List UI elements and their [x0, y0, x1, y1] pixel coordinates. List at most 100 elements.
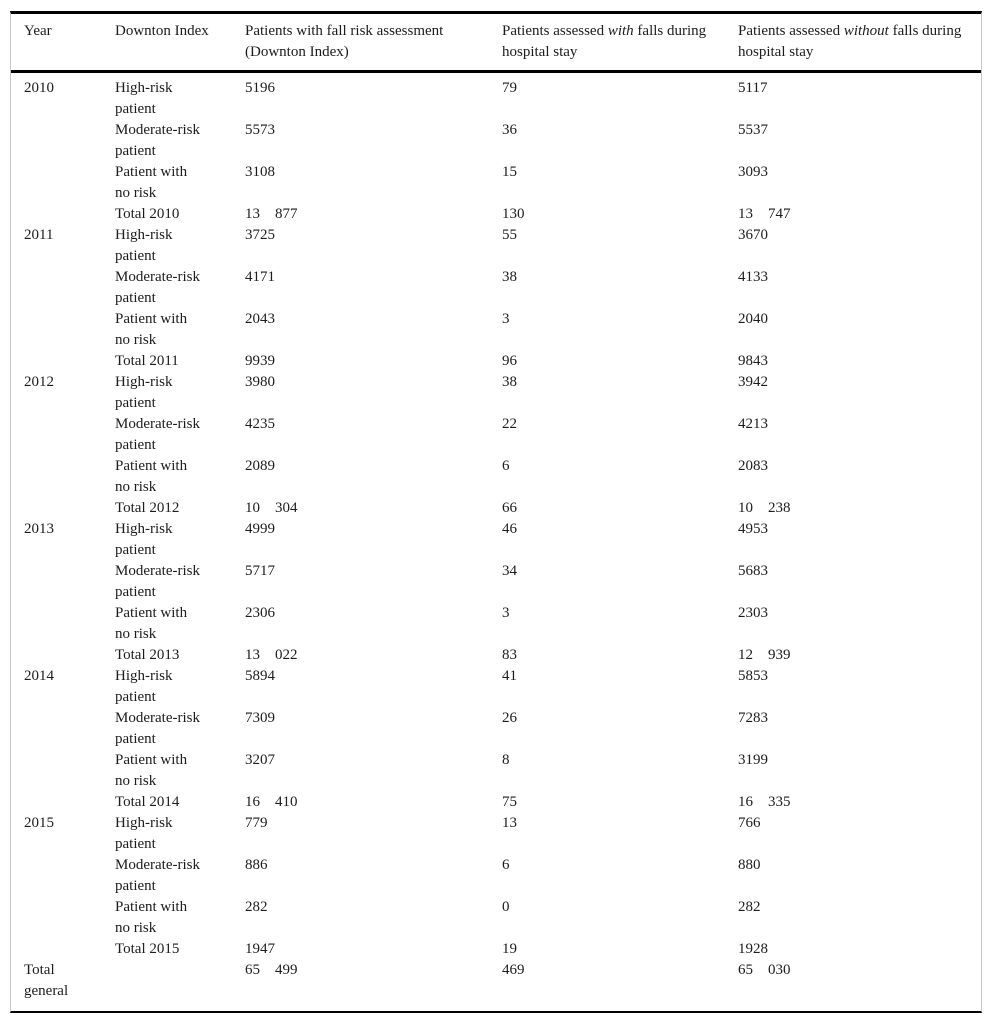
table-row: 2012 High-risk patient 3980 38 3942	[11, 372, 981, 414]
risk-label-cell: High-risk patient	[115, 374, 173, 411]
without-falls-count-cell: 2303	[738, 605, 768, 621]
assessed-count-cell: 9939	[245, 353, 275, 369]
header-text-post: falls during hospital stay	[502, 23, 707, 60]
table-row: Patient with no risk 282 0 282	[11, 897, 981, 939]
header-text-post: falls during hospital stay	[738, 23, 962, 60]
without-falls-count-cell: 5537	[738, 122, 768, 138]
year-cell: 2014	[24, 668, 54, 684]
assessed-count-cell: 16 410	[245, 794, 298, 810]
with-falls-count-cell: 46	[502, 521, 517, 537]
risk-label-cell: High-risk patient	[115, 227, 173, 264]
assessed-count-cell: 2043	[245, 311, 275, 327]
without-falls-count-cell: 10 238	[738, 500, 791, 516]
col-header-with-falls: Patients assessed with falls during hosp…	[502, 21, 738, 63]
header-text-italic: without	[843, 23, 889, 39]
with-falls-count-cell: 79	[502, 80, 517, 96]
risk-label-cell: Total 2014	[115, 794, 180, 810]
risk-label-cell: High-risk patient	[115, 80, 173, 117]
without-falls-count-cell: 4133	[738, 269, 768, 285]
year-cell: 2011	[24, 227, 54, 243]
table-row: Moderate-risk patient 4171 38 4133	[11, 267, 981, 309]
without-falls-count-cell: 5683	[738, 563, 768, 579]
assessed-count-cell: 282	[245, 899, 268, 915]
table-row: Total 2011 9939 96 9843	[11, 351, 981, 372]
assessed-count-cell: 3980	[245, 374, 275, 390]
risk-label-cell: Total 2015	[115, 941, 180, 957]
with-falls-count-cell: 66	[502, 500, 517, 516]
table-row: Total 2015 1947 19 1928	[11, 939, 981, 960]
with-falls-count-cell: 38	[502, 269, 517, 285]
table-row: Patient with no risk 2089 6 2083	[11, 456, 981, 498]
with-falls-count-cell: 22	[502, 416, 517, 432]
without-falls-count-cell: 766	[738, 815, 761, 831]
without-falls-count-cell: 12 939	[738, 647, 791, 663]
with-falls-count-cell: 34	[502, 563, 517, 579]
without-falls-count-cell: 282	[738, 899, 761, 915]
table-row: Patient with no risk 2306 3 2303	[11, 603, 981, 645]
assessed-count-cell: 2089	[245, 458, 275, 474]
without-falls-count-cell: 3942	[738, 374, 768, 390]
without-falls-count-cell: 13 747	[738, 206, 791, 222]
assessed-count-cell: 10 304	[245, 500, 298, 516]
without-falls-count-cell: 880	[738, 857, 761, 873]
without-falls-count-cell: 4213	[738, 416, 768, 432]
with-falls-count-cell: 6	[502, 857, 510, 873]
with-falls-count-cell: 55	[502, 227, 517, 243]
with-falls-count-cell: 0	[502, 899, 510, 915]
with-falls-count-cell: 130	[502, 206, 525, 222]
risk-label-cell: Moderate-risk patient	[115, 122, 200, 159]
risk-label-cell: Moderate-risk patient	[115, 269, 200, 306]
risk-label-cell: Moderate-risk patient	[115, 857, 200, 894]
table-row: 2011 High-risk patient 3725 55 3670	[11, 225, 981, 267]
risk-label-cell: High-risk patient	[115, 668, 173, 705]
with-falls-count-cell: 96	[502, 353, 517, 369]
year-cell: 2012	[24, 374, 54, 390]
risk-label-cell: Moderate-risk patient	[115, 563, 200, 600]
without-falls-count-cell: 65 030	[738, 962, 791, 978]
without-falls-count-cell: 4953	[738, 521, 768, 537]
col-header-without-falls: Patients assessed without falls during h…	[738, 21, 981, 63]
with-falls-count-cell: 8	[502, 752, 510, 768]
assessed-count-cell: 5717	[245, 563, 275, 579]
risk-label-cell: Patient with no risk	[115, 311, 188, 348]
risk-label-cell: High-risk patient	[115, 521, 173, 558]
with-falls-count-cell: 41	[502, 668, 517, 684]
col-header-assessed-patients: Patients with fall risk assessment (Down…	[245, 23, 444, 60]
assessed-count-cell: 886	[245, 857, 268, 873]
table-body: 2010 High-risk patient 5196 79 5117 Moderate-…	[11, 73, 981, 1011]
table-row: Total 2014 16 410 75 16 335	[11, 792, 981, 813]
table-row: 2014 High-risk patient 5894 41 5853	[11, 666, 981, 708]
with-falls-count-cell: 83	[502, 647, 517, 663]
table-row: Total 2012 10 304 66 10 238	[11, 498, 981, 519]
assessed-count-cell: 5196	[245, 80, 275, 96]
assessed-count-cell: 3725	[245, 227, 275, 243]
risk-label-cell: Moderate-risk patient	[115, 416, 200, 453]
year-cell: 2010	[24, 80, 54, 96]
year-cell: 2015	[24, 815, 54, 831]
assessed-count-cell: 4999	[245, 521, 275, 537]
table-row: Moderate-risk patient 7309 26 7283	[11, 708, 981, 750]
assessed-count-cell: 4171	[245, 269, 275, 285]
with-falls-count-cell: 6	[502, 458, 510, 474]
with-falls-count-cell: 19	[502, 941, 517, 957]
with-falls-count-cell: 469	[502, 962, 525, 978]
table-row: Patient with no risk 2043 3 2040	[11, 309, 981, 351]
table-row: 2010 High-risk patient 5196 79 5117	[11, 78, 981, 120]
assessed-count-cell: 3108	[245, 164, 275, 180]
table-row: Patient with no risk 3207 8 3199	[11, 750, 981, 792]
assessed-count-cell: 13 022	[245, 647, 298, 663]
without-falls-count-cell: 1928	[738, 941, 768, 957]
without-falls-count-cell: 2040	[738, 311, 768, 327]
risk-label-cell: Patient with no risk	[115, 752, 188, 789]
risk-label-cell: Total 2011	[115, 353, 179, 369]
assessed-count-cell: 7309	[245, 710, 275, 726]
table-row: Moderate-risk patient 886 6 880	[11, 855, 981, 897]
without-falls-count-cell: 2083	[738, 458, 768, 474]
without-falls-count-cell: 16 335	[738, 794, 791, 810]
without-falls-count-cell: 9843	[738, 353, 768, 369]
table-row: Moderate-risk patient 5573 36 5537	[11, 120, 981, 162]
assessed-count-cell: 5573	[245, 122, 275, 138]
without-falls-count-cell: 5853	[738, 668, 768, 684]
risk-label-cell: Moderate-risk patient	[115, 710, 200, 747]
